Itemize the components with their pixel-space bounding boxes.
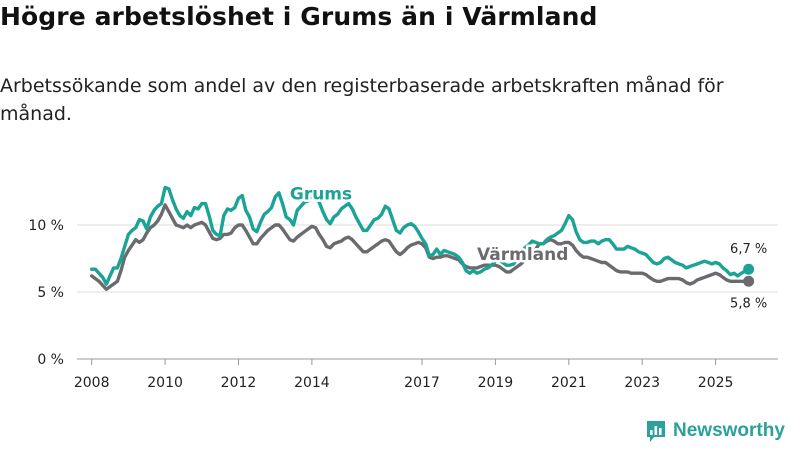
y-tick-label: 5 % <box>37 285 64 301</box>
series-line-grums <box>90 185 751 286</box>
brand-name: Newsworthy <box>673 420 785 441</box>
series-label-grums: Grums <box>290 185 352 205</box>
series-label-varmland: Värmland <box>477 245 568 265</box>
series-layer <box>90 185 755 291</box>
x-tick-label: 2014 <box>294 375 330 391</box>
x-tick-label: 2019 <box>478 375 514 391</box>
x-tick-label: 2023 <box>624 375 660 391</box>
end-point-varmland <box>743 275 755 287</box>
x-tick-label: 2010 <box>147 375 183 391</box>
line-chart: 0 %5 %10 % 2008 2010 2012 2014 2017 2019 2021 2… <box>28 182 778 391</box>
end-label-grums: 6,7 % <box>730 242 767 257</box>
bar-chart-logo-icon <box>647 421 665 442</box>
series-line-varmland <box>90 203 751 291</box>
x-tick-label: 2025 <box>698 375 734 391</box>
x-tick-label: 2012 <box>221 375 257 391</box>
x-tick-label: 2017 <box>404 375 440 391</box>
y-tick-label: 0 % <box>37 352 64 368</box>
brand: Newsworthy <box>645 419 785 443</box>
end-point-grums <box>743 263 755 275</box>
y-tick-label: 10 % <box>28 218 64 234</box>
end-label-varmland: 5,8 % <box>730 296 767 311</box>
x-axis: 2008 2010 2012 2014 2017 2019 2021 2023 2025 <box>74 359 734 391</box>
x-tick-label: 2008 <box>74 375 110 391</box>
chart-title: Högre arbetslöshet i Grums än i Värmland <box>0 2 598 31</box>
chart-subtitle: Arbetssökande som andel av den registerb… <box>0 75 724 125</box>
label-layer: Grums Värmland 6,7 % 5,8 % <box>287 182 767 311</box>
x-tick-label: 2021 <box>551 375 587 391</box>
